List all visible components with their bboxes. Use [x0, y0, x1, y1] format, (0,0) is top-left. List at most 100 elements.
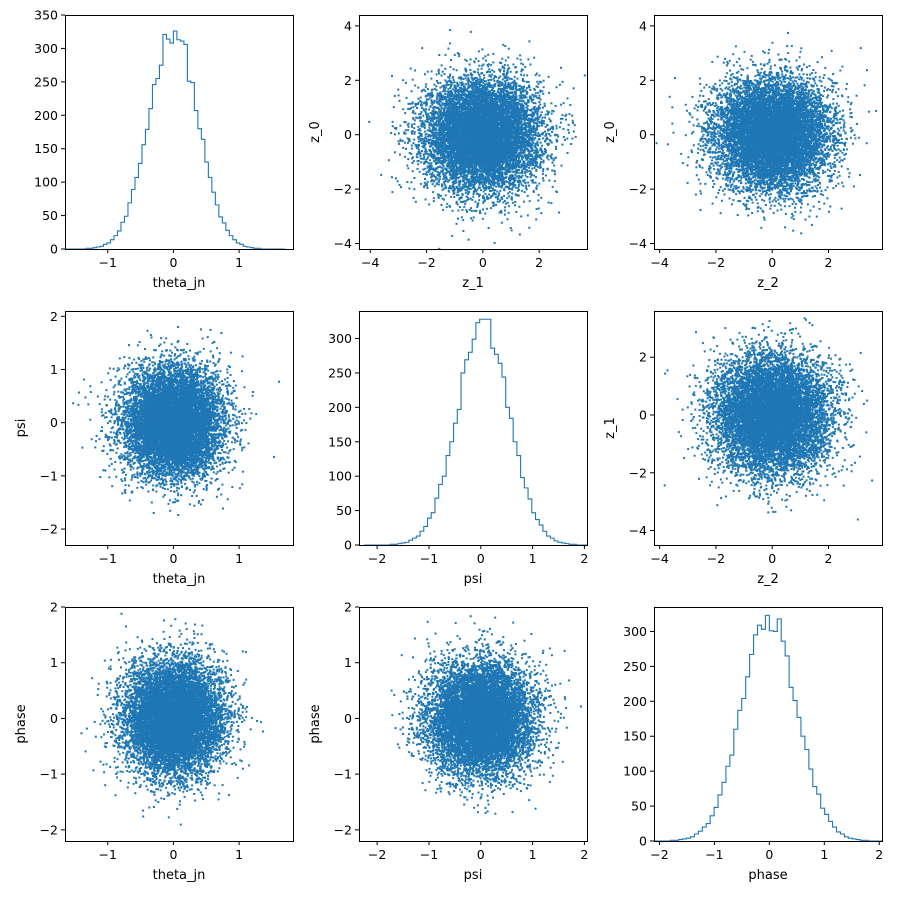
- scatter-point: [520, 59, 522, 61]
- scatter-point: [471, 76, 473, 78]
- scatter-point: [467, 77, 469, 79]
- scatter-point: [462, 184, 464, 186]
- scatter-point: [517, 187, 519, 189]
- scatter-point: [417, 160, 419, 162]
- scatter-point: [488, 68, 490, 70]
- scatter-point: [507, 218, 509, 220]
- histogram-step-line: [62, 31, 286, 249]
- scatter-point: [538, 132, 540, 134]
- scatter-point: [397, 89, 399, 91]
- scatter-point: [564, 139, 566, 141]
- scatter-point: [413, 142, 415, 144]
- scatter-point: [491, 69, 493, 71]
- scatter-point: [494, 189, 496, 191]
- scatter-point: [430, 78, 432, 80]
- scatter-point: [526, 188, 528, 190]
- scatter-point: [530, 64, 532, 66]
- scatter-point: [501, 198, 503, 200]
- scatter-point: [399, 125, 401, 127]
- y-tick-label: 150: [34, 141, 58, 156]
- scatter-point: [481, 68, 483, 70]
- scatter-point: [548, 118, 550, 120]
- scatter-point: [544, 153, 546, 155]
- scatter-point: [411, 148, 413, 150]
- scatter-point: [520, 74, 522, 76]
- scatter-point: [543, 80, 545, 82]
- scatter-point: [561, 165, 563, 167]
- scatter-point: [504, 200, 506, 202]
- scatter-point: [533, 122, 535, 124]
- scatter-point: [442, 189, 444, 191]
- scatter-point: [530, 179, 532, 181]
- scatter-point: [546, 110, 548, 112]
- scatter-point: [427, 71, 429, 73]
- scatter-point: [404, 142, 406, 144]
- scatter-point: [563, 102, 565, 104]
- scatter-point: [544, 117, 546, 119]
- scatter-point: [431, 70, 433, 72]
- scatter-point: [423, 156, 425, 158]
- scatter-point: [554, 171, 556, 173]
- scatter-point: [528, 167, 530, 169]
- scatter-point: [472, 220, 474, 222]
- scatter-point: [556, 127, 558, 129]
- scatter-point: [469, 69, 471, 71]
- scatter-point: [399, 184, 401, 186]
- scatter-point: [501, 222, 503, 224]
- scatter-point: [392, 121, 394, 123]
- scatter-point: [447, 181, 449, 183]
- y-tick-label: 350: [34, 8, 58, 23]
- x-tick-label: 0: [169, 255, 177, 270]
- scatter-point: [528, 85, 530, 87]
- scatter-point: [388, 159, 390, 161]
- scatter-point: [520, 215, 522, 217]
- scatter-points: [368, 29, 586, 250]
- scatter-point: [433, 84, 435, 86]
- scatter-point: [499, 190, 501, 192]
- scatter-point: [488, 194, 490, 196]
- scatter-point: [521, 190, 523, 192]
- scatter-point: [502, 44, 504, 46]
- scatter-point: [565, 119, 567, 121]
- scatter-point: [508, 67, 510, 69]
- scatter-point: [456, 69, 458, 71]
- scatter-point: [453, 79, 455, 81]
- scatter-point: [411, 124, 413, 126]
- scatter-point: [408, 126, 410, 128]
- scatter-point: [538, 95, 540, 97]
- scatter-point: [446, 206, 448, 208]
- scatter-point: [458, 210, 460, 212]
- scatter-point: [452, 88, 454, 90]
- scatter-point: [478, 50, 480, 52]
- scatter-point: [424, 182, 426, 184]
- scatter-point: [411, 145, 413, 147]
- scatter-point: [519, 54, 521, 56]
- scatter-point: [422, 146, 424, 148]
- scatter-point: [425, 83, 427, 85]
- scatter-point: [534, 167, 536, 169]
- scatter-point: [568, 124, 570, 126]
- scatter-point: [479, 210, 481, 212]
- scatter-point: [507, 64, 509, 66]
- scatter-point: [433, 160, 435, 162]
- scatter-point: [492, 53, 494, 55]
- scatter-point: [477, 193, 479, 195]
- scatter-point: [508, 205, 510, 207]
- scatter-point: [413, 139, 415, 141]
- scatter-point: [424, 131, 426, 133]
- scatter-point: [497, 201, 499, 203]
- scatter-point: [461, 193, 463, 195]
- scatter-point: [436, 96, 438, 98]
- scatter-point: [512, 64, 514, 66]
- scatter-point: [567, 97, 569, 99]
- scatter-point: [398, 140, 400, 142]
- scatter-point: [550, 120, 552, 122]
- scatter-point: [567, 129, 569, 131]
- scatter-point: [528, 227, 530, 229]
- scatter-point: [421, 150, 423, 152]
- scatter-point: [445, 194, 447, 196]
- scatter-point: [540, 142, 542, 144]
- scatter-point: [538, 83, 540, 85]
- scatter-point: [442, 209, 444, 211]
- scatter-point: [423, 186, 425, 188]
